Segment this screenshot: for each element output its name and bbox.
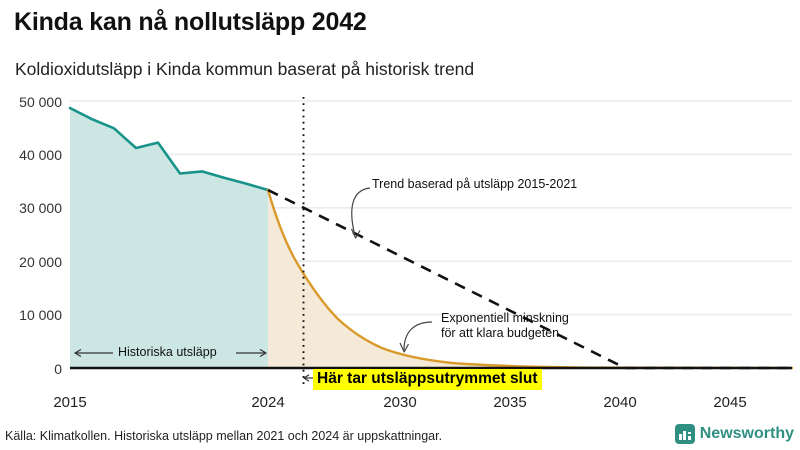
budget-curve (266, 188, 794, 370)
brand: Newsworthy (674, 424, 794, 444)
y-tick-label-0: 0 (54, 361, 62, 377)
budget-end-label: Här tar utsläppsutrymmet slut (313, 369, 542, 390)
exponential-annotation-line-2: för att klara budgeten (441, 325, 560, 340)
exponential-annotation-arrow (399, 321, 433, 353)
page-title: Kinda kan nå nollutsläpp 2042 (14, 8, 367, 36)
x-tick-label-2040: 2040 (603, 394, 637, 411)
exponential-annotation-label: Exponentiell minskning för att klara bud… (441, 311, 569, 341)
y-tick-label-20000: 20 000 (19, 254, 62, 270)
trend-annotation-arrow (350, 187, 371, 239)
exponential-annotation-line-1: Exponentiell minskning (441, 311, 569, 325)
bar-chart-icon (674, 424, 695, 444)
x-tick-label-2045: 2045 (713, 394, 747, 411)
historical-area (70, 108, 268, 368)
historical-line (68, 106, 270, 192)
trend-annotation-label: Trend baserad på utsläpp 2015-2021 (372, 177, 578, 191)
y-tick-label-40000: 40 000 (19, 147, 62, 163)
x-tick-label-2030: 2030 (383, 394, 417, 411)
y-tick-label-50000: 50 000 (19, 94, 62, 110)
brand-name: Newsworthy (699, 425, 794, 442)
x-tick-label-2035: 2035 (493, 394, 527, 411)
x-tick-label-2024: 2024 (251, 394, 285, 411)
y-tick-label-10000: 10 000 (19, 307, 62, 323)
y-tick-label-30000: 30 000 (19, 200, 62, 216)
historical-span-arrow (74, 348, 267, 358)
x-tick-label-2015: 2015 (53, 394, 87, 411)
historical-span-label: Historiska utsläpp (118, 345, 217, 359)
chart-subtitle: Koldioxidutsläpp i Kinda kommun baserat … (15, 59, 475, 79)
source-note: Källa: Klimatkollen. Historiska utsläpp … (5, 429, 443, 443)
budget-area (268, 190, 792, 368)
